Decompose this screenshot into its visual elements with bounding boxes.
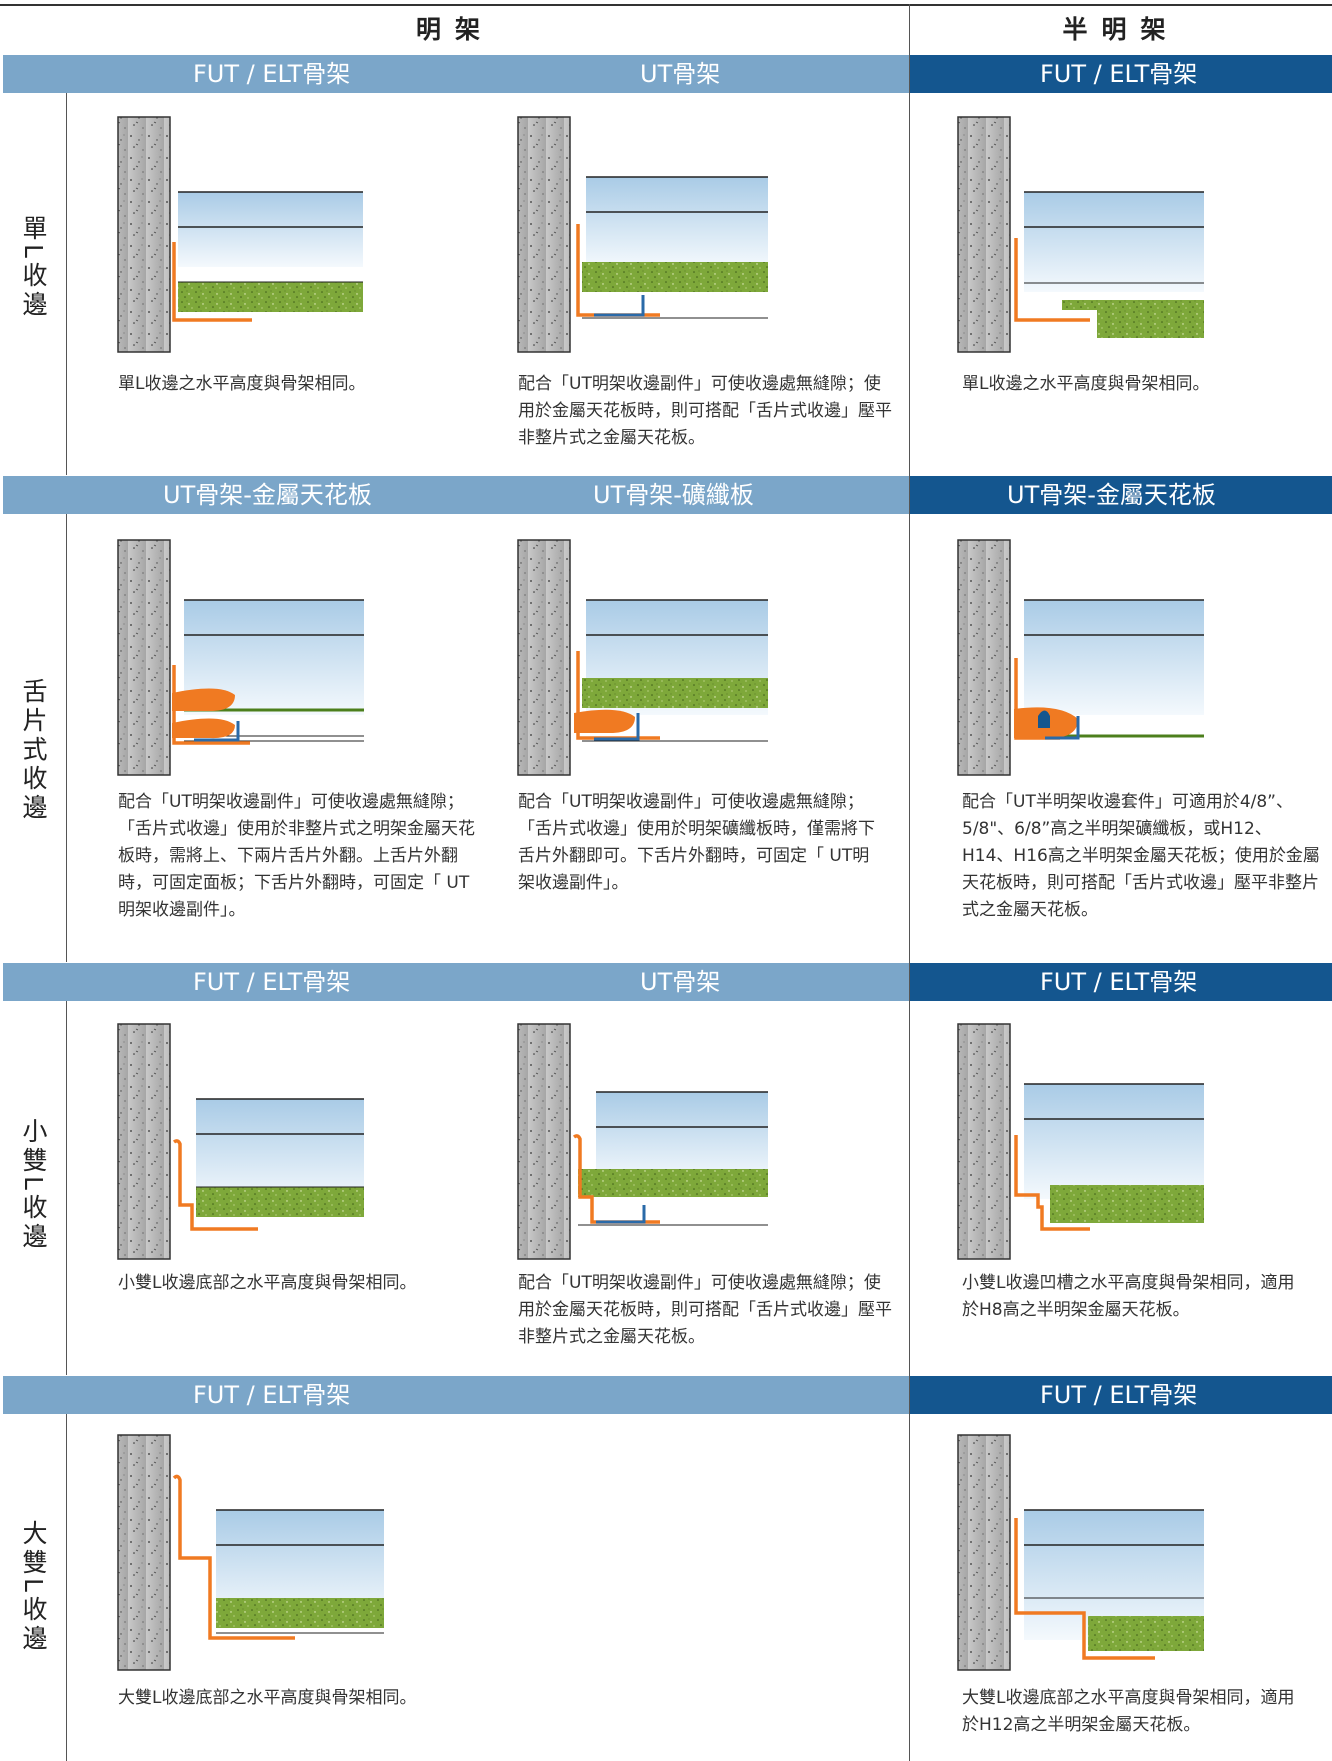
caption: 配合「UT明架收邊副件」可使收邊處無縫隙；使用於金屬天花板時，則可搭配「舌片式收… — [518, 374, 892, 448]
row-label-divider — [66, 513, 67, 962]
section-band-exposed: FUT / ELT骨架 UT骨架 — [3, 55, 909, 93]
band-label: UT骨架-金屬天花板 — [1007, 481, 1216, 509]
diagram-single-l-semi — [957, 116, 1204, 353]
section-band-exposed: FUT / ELT骨架 — [3, 1376, 909, 1414]
section-band-semi: FUT / ELT骨架 — [910, 55, 1332, 93]
caption: 小雙L收邊底部之水平高度與骨架相同。 — [118, 1273, 417, 1293]
diagram-small-double-l-fut — [117, 1023, 364, 1260]
band-label: UT骨架-礦纖板 — [593, 481, 754, 509]
top-rule — [0, 4, 1332, 6]
header-exposed: 明架 — [415, 15, 494, 44]
caption: 配合「UT明架收邊副件」可使收邊處無縫隙；「舌片式收邊」使用於明架礦纖板時，僅需… — [518, 792, 875, 893]
diagram-tongue-mineral — [517, 539, 768, 776]
caption: 大雙L收邊底部之水平高度與骨架相同。 — [118, 1688, 417, 1708]
row-label-divider — [66, 1000, 67, 1375]
header-semi-exposed: 半明架 — [1062, 15, 1180, 44]
band-label: FUT / ELT骨架 — [193, 968, 351, 996]
caption: 單L收邊之水平高度與骨架相同。 — [962, 374, 1210, 394]
caption: 大雙L收邊底部之水平高度與骨架相同，適用於H12高之半明架金屬天花板。 — [962, 1688, 1295, 1735]
row-label: 小雙L收邊 — [19, 1118, 48, 1252]
diagram-single-l-ut — [517, 116, 768, 353]
row-label: 舌片式收邊 — [19, 678, 48, 823]
caption: 單L收邊之水平高度與骨架相同。 — [118, 374, 366, 394]
band-label: FUT / ELT骨架 — [193, 60, 351, 88]
band-label: UT骨架-金屬天花板 — [163, 481, 372, 509]
band-label: UT骨架 — [640, 968, 721, 996]
section-band-semi: FUT / ELT骨架 — [910, 1376, 1332, 1414]
row-label-divider — [66, 1413, 67, 1761]
caption: 配合「UT明架收邊副件」可使收邊處無縫隙；使用於金屬天花板時，則可搭配「舌片式收… — [518, 1273, 892, 1347]
row-label: 單L收邊 — [19, 215, 48, 320]
diagram-small-double-l-ut — [517, 1023, 768, 1260]
band-label: FUT / ELT骨架 — [193, 1381, 351, 1409]
section-band-exposed: FUT / ELT骨架 UT骨架 — [3, 963, 909, 1001]
diagram-single-l-fut — [117, 116, 363, 353]
diagram-large-double-l-semi — [957, 1434, 1204, 1671]
section-band-exposed: UT骨架-金屬天花板 UT骨架-礦纖板 — [3, 476, 909, 514]
band-label: UT骨架 — [640, 60, 721, 88]
diagram-small-double-l-semi — [957, 1023, 1204, 1260]
row-label-divider — [66, 92, 67, 475]
band-label: FUT / ELT骨架 — [1040, 1381, 1198, 1409]
column-divider — [909, 4, 910, 1761]
band-label: FUT / ELT骨架 — [1040, 968, 1198, 996]
caption: 配合「UT明架收邊副件」可使收邊處無縫隙；「舌片式收邊」使用於非整片式之明架金屬… — [118, 792, 475, 920]
caption: 配合「UT半明架收邊套件」可適用於4/8”、5/8"、6/8”高之半明架礦纖板，… — [962, 792, 1320, 920]
section-band-semi: FUT / ELT骨架 — [910, 963, 1332, 1001]
row-label: 大雙L收邊 — [19, 1520, 48, 1654]
diagram-tongue-semi — [957, 539, 1204, 776]
section-band-semi: UT骨架-金屬天花板 — [910, 476, 1332, 514]
band-label: FUT / ELT骨架 — [1040, 60, 1198, 88]
caption: 小雙L收邊凹槽之水平高度與骨架相同，適用於H8高之半明架金屬天花板。 — [962, 1273, 1295, 1320]
diagram-tongue-metal — [117, 539, 364, 776]
diagram-large-double-l-fut — [117, 1434, 384, 1671]
